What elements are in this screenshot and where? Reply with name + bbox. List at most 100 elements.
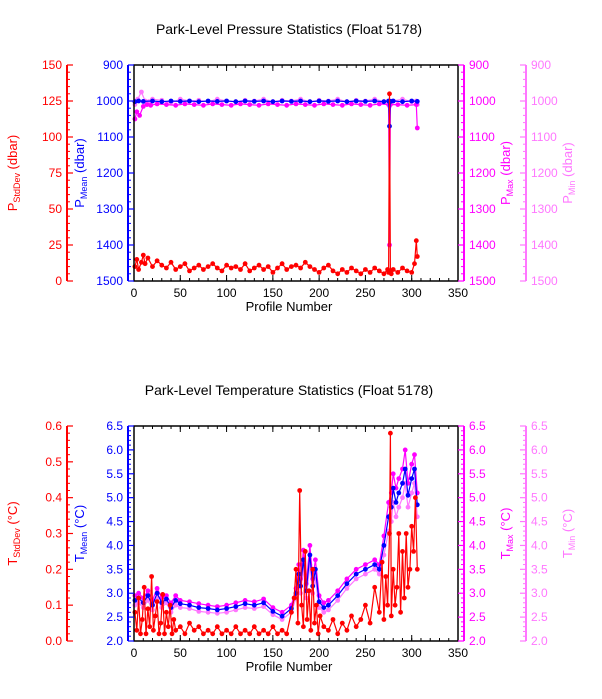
point-mean: [279, 98, 285, 104]
point-stddev: [403, 531, 409, 536]
point-mean: [261, 98, 266, 104]
x-tick-label: 150: [263, 286, 283, 300]
point-stddev: [265, 631, 271, 637]
y-tick-label: 3.0: [106, 586, 123, 600]
point-stddev: [152, 613, 158, 619]
point-stddev: [139, 259, 144, 265]
point-mean: [363, 99, 368, 104]
point-stddev: [381, 271, 387, 277]
y-tick-label: 900: [469, 58, 489, 72]
y-axis-label-unit: (°C): [72, 505, 87, 532]
point-stddev: [385, 602, 390, 608]
point-mean: [187, 98, 192, 104]
point-stddev: [291, 595, 297, 601]
point-stddev: [138, 631, 143, 637]
point-mean: [289, 99, 294, 104]
x-tick-label: 100: [217, 646, 237, 660]
point-stddev: [409, 270, 415, 275]
y-tick-label: 5.0: [469, 491, 486, 505]
point-mean: [196, 99, 202, 105]
point-stddev: [132, 609, 138, 615]
y-tick-label: 1300: [96, 202, 123, 216]
point-stddev: [407, 566, 413, 572]
point-max: [409, 461, 415, 467]
point-stddev: [228, 265, 234, 271]
point-stddev: [308, 627, 314, 633]
y-axis-label-unit: (dbar): [560, 142, 575, 180]
y-axis-mean: 900 1000 1100 1200 1300 1400 1500 PMean (dbar): [72, 58, 134, 288]
x-tick-label: 200: [309, 286, 329, 300]
point-stddev: [358, 617, 364, 622]
point-max: [312, 102, 317, 108]
point-mean: [145, 593, 151, 598]
point-mean: [205, 606, 211, 611]
point-stddev: [238, 631, 243, 637]
point-max: [321, 101, 327, 107]
point-stddev: [139, 617, 145, 622]
point-stddev: [363, 602, 368, 608]
point-mean: [412, 466, 417, 472]
point-max: [242, 598, 248, 603]
y-tick-label: 0.1: [45, 598, 62, 612]
point-max: [261, 596, 266, 602]
point-max: [335, 588, 341, 594]
point-mean: [173, 598, 179, 603]
point-stddev: [256, 262, 262, 268]
point-stddev: [270, 624, 276, 630]
point-max: [387, 242, 392, 248]
point-stddev: [173, 267, 179, 272]
point-stddev: [228, 631, 234, 637]
point-mean: [321, 605, 327, 610]
point-stddev: [306, 588, 312, 594]
point-mean: [214, 99, 220, 104]
point-min: [344, 586, 350, 591]
y-tick-label: 1100: [531, 130, 557, 144]
point-stddev: [392, 602, 398, 608]
y-axis-label-sub: Max: [505, 534, 515, 552]
y-tick-label: 900: [103, 58, 123, 72]
y-axis-label-main: T: [72, 554, 87, 562]
series-group: [132, 89, 420, 277]
chart-title: Park-Level Pressure Statistics (Float 51…: [156, 21, 422, 37]
point-stddev: [233, 264, 239, 269]
point-mean: [159, 99, 165, 105]
point-min: [405, 504, 411, 510]
point-stddev: [159, 262, 165, 268]
y-tick-label: 3.5: [469, 562, 486, 576]
point-stddev: [279, 627, 285, 633]
point-stddev: [363, 267, 368, 272]
y-tick-label: 6.0: [469, 443, 486, 457]
point-min: [353, 576, 359, 582]
point-stddev: [326, 262, 331, 268]
point-max: [313, 557, 318, 563]
point-stddev: [256, 631, 262, 637]
point-stddev: [405, 584, 411, 590]
series-line-stddev: [134, 93, 418, 276]
point-mean: [353, 571, 359, 577]
point-stddev: [293, 262, 299, 268]
point-min: [205, 609, 211, 615]
point-max: [358, 102, 364, 107]
point-mean: [224, 98, 230, 104]
point-max: [390, 471, 396, 477]
point-stddev: [339, 620, 345, 626]
y-axis-label-sub: Min: [567, 536, 577, 551]
point-max: [224, 602, 230, 608]
point-max: [270, 605, 276, 610]
point-min: [173, 602, 179, 608]
y-tick-label: 1200: [96, 166, 123, 180]
point-max: [164, 102, 169, 107]
point-stddev: [330, 268, 336, 274]
y-axis-label: PMax (dbar): [498, 141, 515, 205]
point-min: [187, 606, 192, 611]
point-stddev: [321, 624, 327, 630]
point-stddev: [238, 267, 243, 272]
point-min: [139, 89, 144, 95]
y-tick-label: 1400: [469, 238, 496, 252]
point-max: [284, 102, 290, 108]
y-tick-label: 1400: [96, 238, 123, 252]
point-stddev: [367, 270, 373, 275]
point-mean: [261, 600, 266, 606]
y-tick-label: 2.0: [106, 634, 123, 648]
point-stddev: [321, 265, 327, 271]
